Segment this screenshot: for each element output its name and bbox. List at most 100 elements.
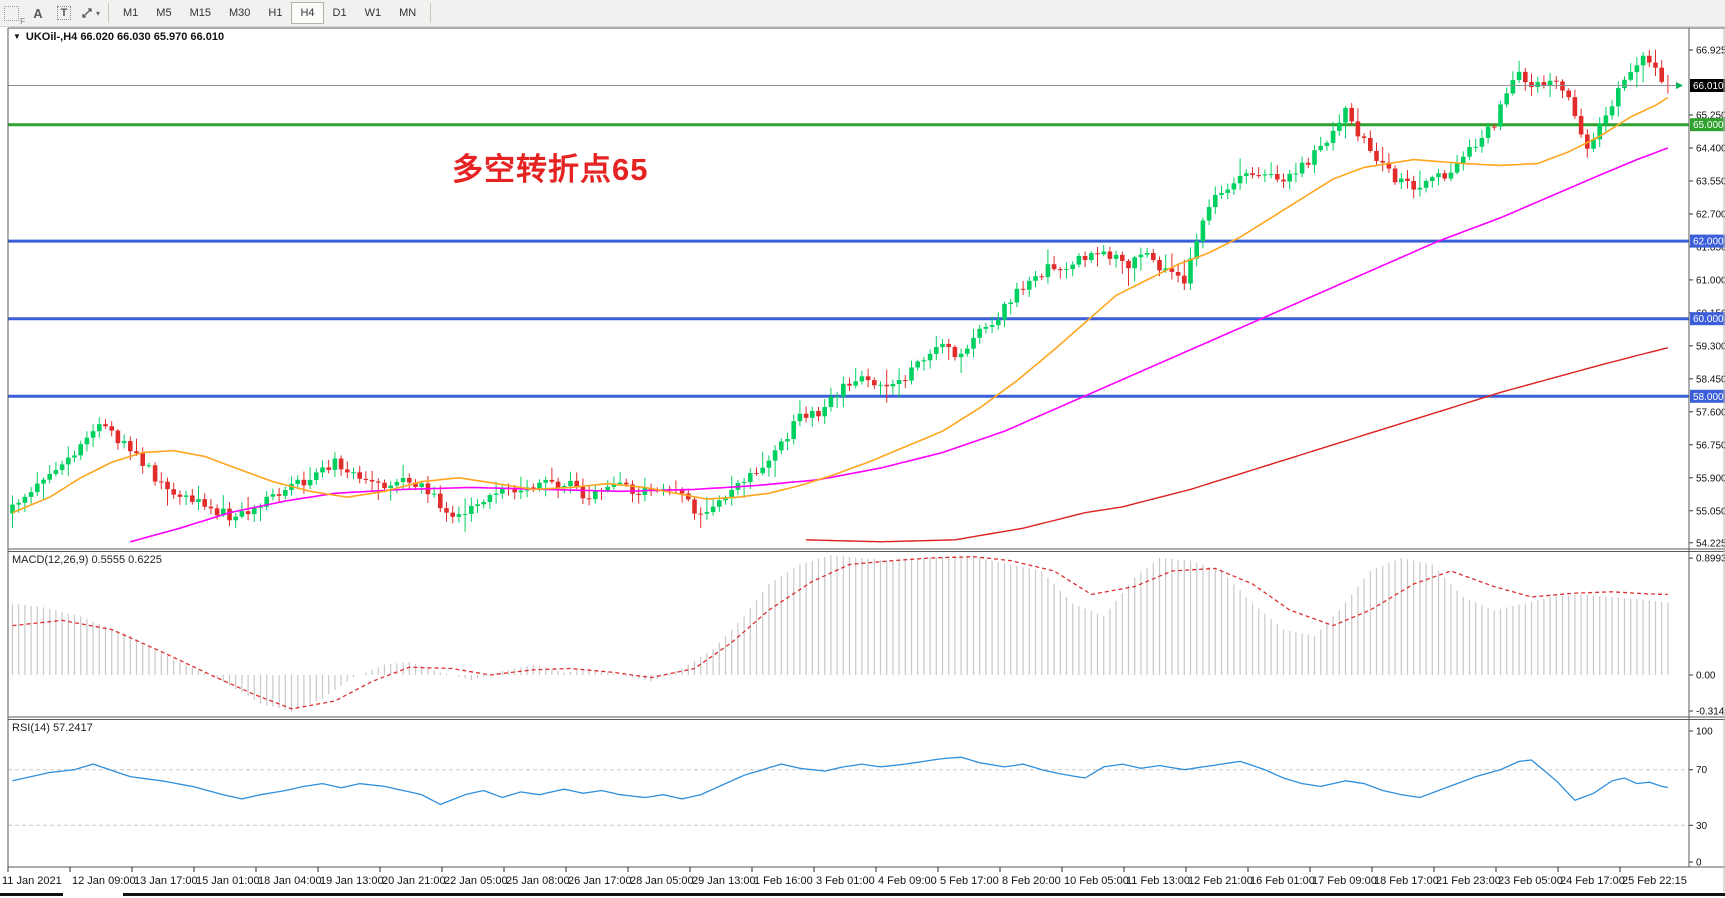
timeframe-buttons: M1 M5 M15 M30 H1 H4 D1 W1 MN (114, 2, 425, 24)
timeframe-M15[interactable]: M15 (189, 7, 211, 19)
macd-indicator-label: MACD(12,26,9) 0.5555 0.6225 (12, 554, 162, 566)
font-tool-icon: A (33, 5, 43, 21)
macd-tick-label: -0.3143 (1696, 707, 1725, 718)
rsi-indicator-label: RSI(14) 57.2417 (12, 722, 93, 734)
price-badge-66.010: 66.010 (1690, 79, 1725, 93)
time-tick-label: 16 Feb 01:00 (1250, 875, 1315, 887)
chart-annotation-text: 多空转折点65 (452, 152, 649, 187)
time-tick-label: 18 Feb 17:00 (1374, 875, 1439, 887)
price-badge-text: 62.000 (1693, 237, 1724, 248)
time-tick-label: 4 Feb 09:00 (878, 875, 937, 887)
timeframe-H1[interactable]: H1 (268, 7, 283, 19)
price-badge-text: 65.000 (1693, 120, 1724, 131)
rsi-tick-label: 70 (1696, 765, 1708, 776)
time-tick-label: 11 Jan 2021 (2, 875, 62, 887)
price-badge-60.000: 60.000 (1690, 312, 1725, 326)
price-tick-label: 64.400 (1696, 143, 1725, 154)
panel-borders (7, 27, 1725, 892)
time-tick-label: 22 Jan 05:00 (444, 875, 508, 887)
time-tick-label: 8 Feb 20:00 (1002, 875, 1061, 887)
price-tick-label: 59.300 (1696, 341, 1725, 352)
time-tick-label: 3 Feb 01:00 (816, 875, 875, 887)
time-tick-label: 17 Feb 09:00 (1312, 875, 1377, 887)
rsi-tick-label: 0 (1696, 858, 1702, 869)
time-tick-label: 26 Jan 17:00 (568, 875, 632, 887)
ma-slow-line (806, 347, 1669, 543)
time-tick-label: 11 Feb 13:00 (1126, 875, 1190, 887)
price-badge-text: 58.000 (1693, 392, 1724, 403)
macd-tick-label: 0.8993 (1696, 554, 1725, 565)
timeframe-W1[interactable]: W1 (364, 7, 382, 19)
scrollbar-thumb (63, 893, 123, 896)
time-tick-label: 23 Feb 05:00 (1498, 875, 1563, 887)
chart-title-text: UKOil-,H4 66.020 66.030 65.970 66.010 (25, 31, 225, 43)
toolbar-separator (430, 3, 432, 23)
time-tick-label: 20 Jan 21:00 (382, 875, 446, 887)
price-tick-label: 65.250 (1696, 110, 1725, 121)
macd-panel: 0.8993 0.00 -0.3143 (11, 554, 1725, 718)
scrollbar-track (0, 893, 1725, 896)
price-tick-label: 61.000 (1696, 275, 1725, 286)
current-price-arrow-icon (1676, 82, 1683, 90)
horizontal-scrollbar[interactable] (0, 893, 1725, 896)
time-tick-label: 12 Jan 09:00 (72, 875, 136, 887)
time-tick-label: 21 Feb 23:00 (1436, 875, 1501, 887)
toolbar-grip-icon[interactable]: F (4, 5, 25, 26)
price-tick-label: 62.700 (1696, 209, 1725, 220)
time-tick-label: 25 Feb 22:15 (1622, 875, 1687, 887)
chevron-down-icon: ▼ (13, 32, 21, 41)
rsi-tick-label: 30 (1696, 821, 1708, 832)
timeframe-D1[interactable]: D1 (332, 7, 347, 19)
text-box-tool-button[interactable]: T (53, 3, 75, 23)
font-tool-button[interactable]: A (27, 3, 49, 23)
chart-background (0, 27, 1725, 898)
price-tick-label: 58.450 (1696, 374, 1725, 385)
price-tick-label: 54.225 (1696, 538, 1725, 549)
price-badge-text: 66.010 (1693, 81, 1724, 92)
time-tick-label: 18 Jan 04:00 (258, 875, 322, 887)
candles (10, 49, 1671, 532)
rsi-tick-label: 100 (1696, 727, 1713, 738)
price-badge-text: 60.000 (1693, 314, 1724, 325)
time-tick-label: 19 Jan 13:00 (320, 875, 384, 887)
price-tick-label: 57.600 (1696, 407, 1725, 418)
time-tick-label: 29 Jan 13:00 (692, 875, 756, 887)
time-tick-label: 28 Jan 05:00 (630, 875, 694, 887)
time-tick-label: 13 Jan 17:00 (134, 875, 198, 887)
time-tick-label: 1 Feb 16:00 (754, 875, 813, 887)
ma-fast-line (12, 96, 1669, 514)
cursor-arrows-button[interactable]: ▾ (79, 3, 101, 23)
chart-title: ▼ UKOil-,H4 66.020 66.030 65.970 66.010 (13, 31, 224, 43)
macd-signal-line (12, 556, 1668, 710)
time-tick-label: 10 Feb 05:00 (1064, 875, 1129, 887)
grip-label: F (20, 16, 25, 26)
time-tick-label: 12 Feb 21:00 (1188, 875, 1253, 887)
timeframe-M5[interactable]: M5 (156, 7, 172, 19)
time-tick-label: 15 Jan 01:00 (196, 875, 260, 887)
price-tick-label: 56.750 (1696, 440, 1725, 451)
toolbar-separator (108, 3, 109, 23)
price-badge-62.000: 62.000 (1690, 234, 1725, 248)
text-box-icon: T (56, 6, 72, 20)
timeframe-M30[interactable]: M30 (228, 7, 251, 19)
price-badge-58.000: 58.000 (1690, 389, 1725, 403)
price-tick-label: 55.900 (1696, 473, 1725, 484)
timeframe-H4[interactable]: H4 (291, 2, 324, 24)
time-tick-label: 24 Feb 17:00 (1560, 875, 1625, 887)
price-tick-label: 55.050 (1696, 506, 1725, 517)
price-tick-label: 61.850 (1696, 242, 1725, 253)
price-tick-label: 66.925 (1696, 46, 1725, 57)
price-axis: 66.925 65.250 64.400 63.550 62.700 61.850 61.0… (1689, 46, 1725, 549)
macd-tick-label: 0.00 (1696, 671, 1716, 682)
toolbar: F A T ▾ M1 M5 M15 M30 H1 H4 D1 W1 MN (0, 0, 1725, 27)
price-badge-65.000: 65.000 (1690, 118, 1725, 132)
time-tick-label: 25 Jan 08:00 (506, 875, 570, 887)
price-tick-label: 63.550 (1696, 176, 1725, 187)
timeframe-MN[interactable]: MN (399, 7, 417, 19)
price-levels (8, 123, 1689, 398)
diagonal-arrows-icon (82, 8, 92, 18)
time-tick-label: 5 Feb 17:00 (940, 875, 999, 887)
timeframe-M1[interactable]: M1 (123, 7, 139, 19)
